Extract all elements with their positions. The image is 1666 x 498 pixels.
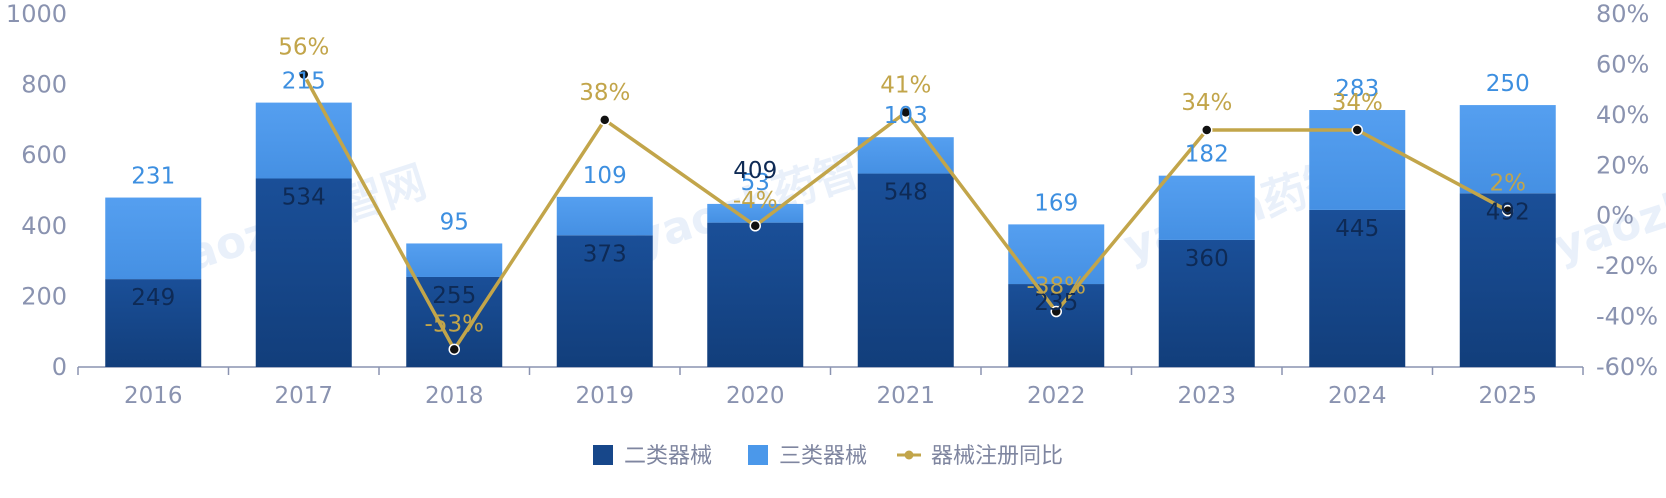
y-left-tick-label: 1000 xyxy=(6,0,67,28)
data-label-class3: 95 xyxy=(440,209,469,235)
yoy-point xyxy=(749,220,761,232)
yoy-point xyxy=(599,114,611,126)
bar-class3 xyxy=(556,196,653,236)
yoy-point xyxy=(1050,305,1062,318)
bar-class2 xyxy=(105,279,202,367)
data-label-class2: 445 xyxy=(1335,216,1379,242)
legend-label-class3: 三类器械 xyxy=(779,444,867,469)
y-left-tick-label: 600 xyxy=(21,141,67,169)
data-label-yoy: 38% xyxy=(579,80,630,106)
data-label-class2: 235 xyxy=(1034,290,1078,316)
data-label-class3: 283 xyxy=(1335,76,1379,102)
y-left-tick-label: 200 xyxy=(21,282,67,310)
y-left-tick-label: 0 xyxy=(52,353,67,381)
bar-class2 xyxy=(255,178,352,367)
data-label-class2: 360 xyxy=(1185,246,1229,272)
y-left-tick-label: 800 xyxy=(21,71,67,99)
data-label-yoy: -4% xyxy=(733,188,778,214)
bar-class3 xyxy=(406,243,503,277)
data-label-yoy: -38% xyxy=(1027,274,1086,300)
y-right-tick-label: 40% xyxy=(1596,101,1649,129)
bar-class2 xyxy=(1158,239,1255,367)
data-label-yoy: 34% xyxy=(1332,90,1383,116)
y-right-tick-label: -40% xyxy=(1596,303,1658,331)
data-label-class2: 548 xyxy=(884,180,928,206)
data-label-class2: 409 xyxy=(733,158,777,184)
data-label-class3: 109 xyxy=(583,163,627,189)
y-right-tick-label: -60% xyxy=(1596,353,1658,381)
data-label-yoy: 41% xyxy=(880,72,931,98)
y-right-tick-label: 20% xyxy=(1596,151,1649,179)
y-right-tick-label: -20% xyxy=(1596,252,1658,280)
data-label-class3: 182 xyxy=(1185,142,1229,168)
x-tick-label: 2025 xyxy=(1478,383,1537,409)
bar-class2 xyxy=(707,222,804,367)
bar-class2 xyxy=(1008,284,1105,367)
legend-label-yoy: 器械注册同比 xyxy=(931,444,1063,469)
x-tick-label: 2024 xyxy=(1328,383,1387,409)
data-label-class3: 103 xyxy=(884,103,928,129)
bar-class2 xyxy=(1309,209,1406,367)
yoy-point xyxy=(1201,124,1213,136)
data-label-class3: 250 xyxy=(1486,71,1530,97)
data-label-yoy: 34% xyxy=(1181,90,1232,116)
legend-swatch-class3 xyxy=(748,445,768,465)
x-tick-label: 2018 xyxy=(425,383,484,409)
data-label-class2: 255 xyxy=(432,283,476,309)
x-tick-label: 2021 xyxy=(876,383,935,409)
yoy-line xyxy=(298,68,1514,356)
legend-swatch-yoy-dot xyxy=(904,450,914,460)
y-left-tick-label: 400 xyxy=(21,212,67,240)
data-label-class3: 215 xyxy=(282,69,326,95)
bar-class3 xyxy=(1459,105,1556,194)
data-label-class2: 534 xyxy=(282,184,326,210)
x-tick-label: 2023 xyxy=(1177,383,1236,409)
x-tick-label: 2020 xyxy=(726,383,785,409)
data-label-class2: 249 xyxy=(131,285,175,311)
y-right-tick-label: 0% xyxy=(1596,202,1634,230)
legend-label-class2: 二类器械 xyxy=(624,444,712,469)
y-right-tick-label: 80% xyxy=(1596,0,1649,28)
yoy-point xyxy=(448,343,460,356)
data-label-class2: 492 xyxy=(1486,199,1530,225)
data-label-class3: 169 xyxy=(1034,190,1078,216)
legend: 二类器械 三类器械 器械注册同比 xyxy=(593,444,1063,469)
y-right-tick-label: 60% xyxy=(1596,50,1649,78)
bar-class2 xyxy=(857,173,954,367)
yoy-point xyxy=(1502,204,1514,217)
data-label-yoy: 2% xyxy=(1490,171,1527,197)
bar-class3 xyxy=(1158,175,1255,240)
x-tick-label: 2017 xyxy=(274,383,333,409)
x-tick-label: 2022 xyxy=(1027,383,1086,409)
bar-class3 xyxy=(105,197,202,280)
bar-class3 xyxy=(255,102,352,179)
data-label-class3: 231 xyxy=(131,164,175,190)
axes: 2016 2017 2018 2019 2020 2021 2022 2023 2024 2025… xyxy=(6,0,1658,409)
bar-class2 xyxy=(556,235,653,367)
x-tick-label: 2016 xyxy=(124,383,183,409)
x-tick-label: 2019 xyxy=(575,383,634,409)
legend-swatch-class2 xyxy=(593,445,613,465)
data-label-class3: 53 xyxy=(741,170,770,196)
data-label-yoy: -53% xyxy=(425,311,484,337)
bar-class2 xyxy=(1459,193,1556,367)
yoy-point xyxy=(298,68,310,81)
yoy-point xyxy=(900,106,912,119)
data-label-class2: 373 xyxy=(583,241,627,267)
yoy-point xyxy=(1351,124,1363,136)
data-label-yoy: 56% xyxy=(278,35,329,61)
